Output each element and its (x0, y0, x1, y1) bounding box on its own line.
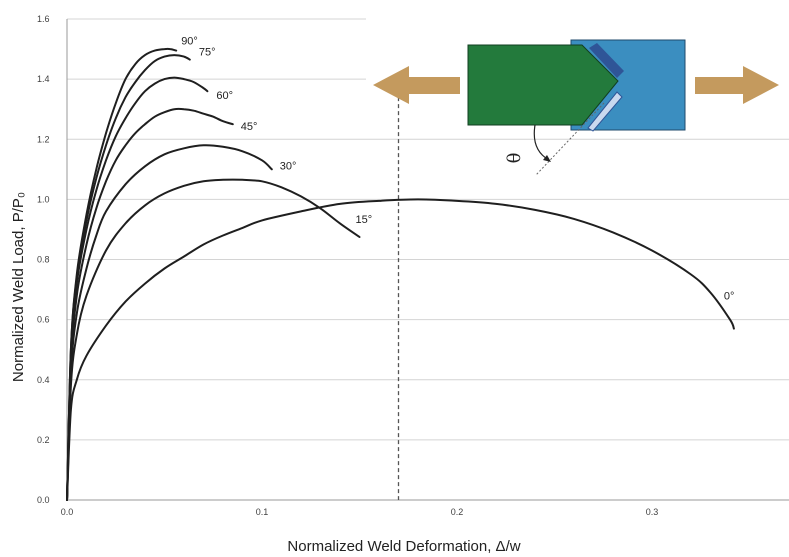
x-axis-title: Normalized Weld Deformation, Δ/w (287, 538, 520, 555)
series-line-0 (66, 47, 178, 501)
y-tick-label: 0.8 (37, 255, 50, 265)
left-plate (467, 44, 619, 126)
y-tick-label: 0.6 (37, 315, 50, 325)
y-tick-label: 0.0 (37, 495, 50, 505)
y-tick-label: 1.4 (37, 74, 50, 84)
weld-bead-lower (587, 91, 623, 132)
theta-label: θ (504, 153, 525, 164)
weld-bead-upper (589, 43, 624, 78)
series-label: 0° (724, 291, 735, 303)
x-tick-label: 0.3 (646, 507, 659, 517)
series-line-3 (66, 107, 234, 501)
angle-arc (533, 124, 550, 161)
weld-joint-diagram: θ (373, 39, 779, 176)
series-line-4 (66, 144, 273, 501)
series-line-1 (66, 54, 191, 501)
series-line-5 (66, 178, 361, 501)
x-tick-labels: 0.0 0.1 0.2 0.3 (61, 507, 659, 517)
y-tick-label: 1.2 (37, 134, 50, 144)
y-tick-label: 0.2 (37, 435, 50, 445)
series-line-2 (66, 76, 209, 501)
x-tick-label: 0.0 (61, 507, 74, 517)
y-tick-labels: 0.0 0.2 0.4 0.6 0.8 1.0 1.2 1.4 1.6 (37, 14, 50, 505)
left-arrow-icon (373, 66, 460, 104)
series-label: 15° (356, 214, 373, 226)
series-curves (66, 47, 735, 501)
series-label: 90° (181, 36, 198, 48)
series-labels: 90°75° 60° 45° 30° 15° 0° (181, 36, 734, 303)
y-axis-title: Normalized Weld Load, P/P₀ (10, 192, 27, 382)
right-arrow-icon (695, 66, 779, 104)
angle-reference-line (535, 102, 605, 176)
series-label: 45° (241, 121, 258, 133)
angle-arrowhead-icon (543, 155, 551, 162)
x-tick-label: 0.1 (256, 507, 269, 517)
x-tick-label: 0.2 (451, 507, 464, 517)
y-tick-label: 1.0 (37, 194, 50, 204)
y-tick-label: 1.6 (37, 14, 50, 24)
series-line-6 (66, 198, 735, 501)
y-tick-label: 0.4 (37, 375, 50, 385)
series-label: 60° (216, 90, 233, 102)
series-label: 75° (199, 47, 216, 59)
series-label: 30° (280, 160, 297, 172)
